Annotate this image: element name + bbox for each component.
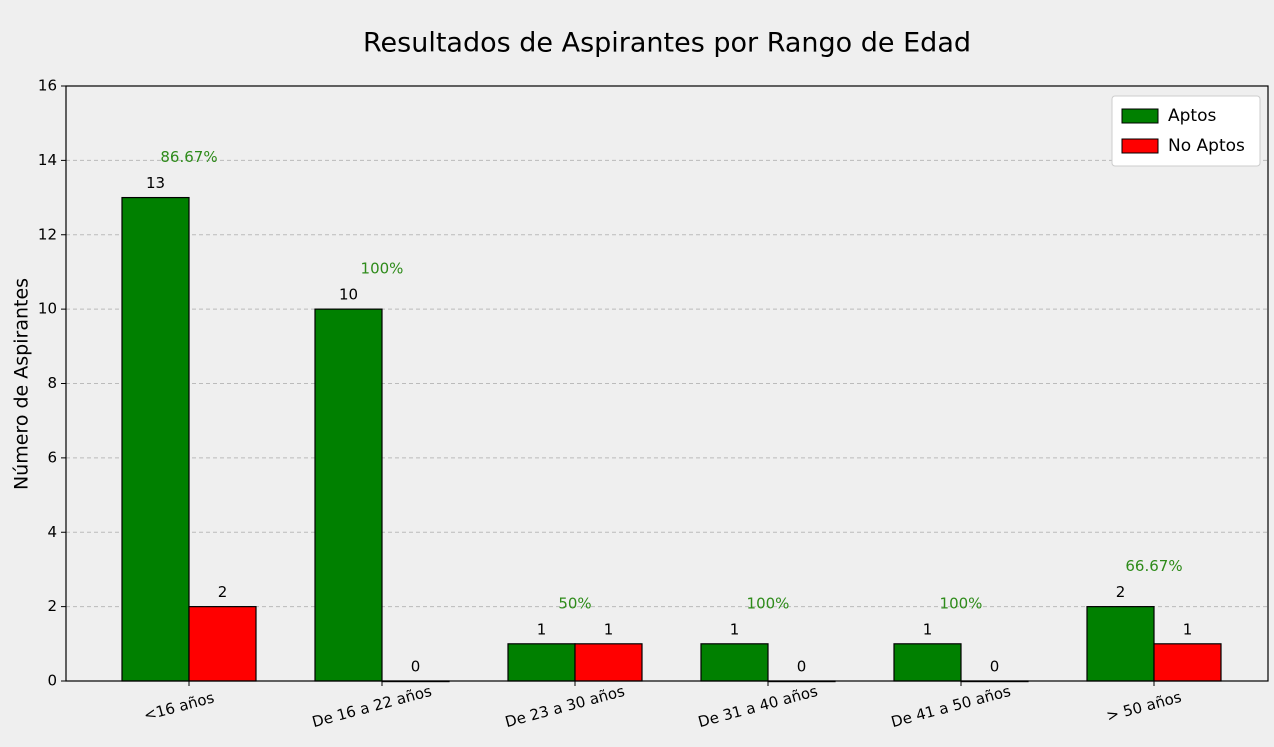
y-tick-label: 6 xyxy=(47,448,57,466)
percentage-annotation: 100% xyxy=(747,594,790,612)
y-tick-label: 0 xyxy=(47,672,57,690)
y-tick-label: 4 xyxy=(47,523,57,541)
bar xyxy=(1086,606,1155,682)
bar-value-label: 1 xyxy=(730,620,740,638)
bar xyxy=(574,643,643,682)
bar-value-label: 13 xyxy=(146,174,165,192)
y-tick-label: 14 xyxy=(38,151,57,169)
y-tick-label: 16 xyxy=(38,77,57,95)
legend-swatch xyxy=(1121,108,1159,124)
y-tick-label: 10 xyxy=(38,300,57,318)
legend-label: Aptos xyxy=(1168,106,1216,126)
bar-value-label: 0 xyxy=(411,658,421,676)
bar-value-label: 1 xyxy=(537,620,547,638)
percentage-annotation: 66.67% xyxy=(1125,557,1182,575)
bar-value-label: 2 xyxy=(1116,583,1126,601)
bar-value-label: 2 xyxy=(218,583,228,601)
bar-value-label: 0 xyxy=(990,658,1000,676)
bar-value-label: 10 xyxy=(339,286,358,304)
bar-value-label: 1 xyxy=(604,620,614,638)
y-tick-label: 8 xyxy=(47,374,57,392)
bar-value-label: 1 xyxy=(1183,620,1193,638)
bar xyxy=(1153,643,1222,682)
chart-title: Resultados de Aspirantes por Rango de Ed… xyxy=(363,28,971,59)
bar-value-label: 0 xyxy=(797,658,807,676)
bar-value-label: 1 xyxy=(923,620,933,638)
bar xyxy=(893,643,962,682)
y-tick-label: 12 xyxy=(38,225,57,243)
bar xyxy=(700,643,769,682)
percentage-annotation: 100% xyxy=(361,260,404,278)
legend-label: No Aptos xyxy=(1168,136,1245,156)
bar xyxy=(314,308,383,682)
y-axis-label: Número de Aspirantes xyxy=(11,278,33,490)
percentage-annotation: 86.67% xyxy=(160,148,217,166)
percentage-annotation: 50% xyxy=(558,594,591,612)
bar xyxy=(121,196,190,682)
percentage-annotation: 100% xyxy=(940,594,983,612)
y-tick-label: 2 xyxy=(47,597,57,615)
plot-frame xyxy=(65,85,1269,682)
bar xyxy=(507,643,576,682)
bar xyxy=(188,606,257,682)
legend-swatch xyxy=(1121,138,1159,154)
